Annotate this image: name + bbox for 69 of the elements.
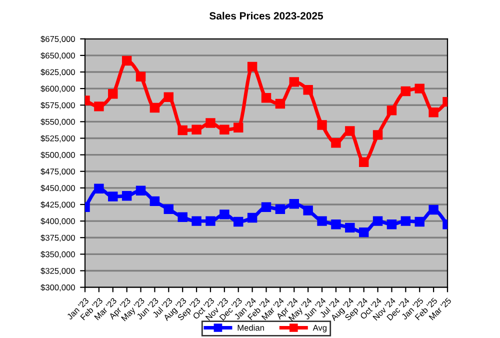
point bbox=[414, 216, 424, 227]
point bbox=[178, 212, 188, 222]
point bbox=[192, 216, 202, 226]
y-tick-label: $500,000 bbox=[40, 152, 75, 159]
y-tick-label: $475,000 bbox=[40, 168, 75, 176]
point bbox=[178, 125, 188, 136]
point bbox=[94, 102, 104, 112]
y-tick-label: $350,000 bbox=[40, 251, 75, 258]
point bbox=[122, 191, 132, 201]
point bbox=[206, 118, 216, 128]
point bbox=[358, 157, 369, 167]
point bbox=[164, 92, 174, 102]
point bbox=[303, 85, 313, 95]
y-tick-label: $400,000 bbox=[40, 218, 75, 226]
point bbox=[372, 216, 383, 226]
y-tick-label: $650,000 bbox=[40, 52, 75, 60]
y-tick-label: $425,000 bbox=[40, 201, 75, 209]
point bbox=[192, 124, 202, 134]
point bbox=[428, 108, 438, 118]
point bbox=[400, 216, 411, 226]
point bbox=[247, 212, 258, 223]
point bbox=[136, 72, 146, 82]
legend-label: Median bbox=[238, 324, 264, 331]
point bbox=[428, 204, 438, 215]
legend-label: Avg bbox=[312, 324, 326, 332]
point bbox=[220, 124, 230, 134]
point bbox=[108, 192, 118, 202]
point bbox=[331, 220, 341, 230]
point bbox=[414, 84, 424, 94]
point bbox=[303, 206, 313, 216]
point bbox=[275, 98, 286, 109]
point bbox=[386, 106, 397, 116]
point bbox=[136, 186, 146, 196]
point bbox=[289, 77, 299, 87]
point bbox=[331, 138, 341, 148]
chart-title: Sales Prices 2023-2025 bbox=[210, 12, 324, 20]
y-tick-label: $550,000 bbox=[40, 118, 75, 126]
point bbox=[234, 216, 244, 227]
y-tick-label: $325,000 bbox=[40, 268, 75, 275]
y-tick-label: $675,000 bbox=[40, 36, 75, 43]
point bbox=[234, 122, 244, 133]
y-tick-label: $625,000 bbox=[40, 68, 75, 76]
y-tick-label: $600,000 bbox=[40, 85, 75, 93]
point bbox=[289, 198, 299, 209]
point bbox=[400, 86, 411, 96]
point bbox=[345, 126, 355, 136]
y-tick-label: $300,000 bbox=[40, 284, 75, 292]
point bbox=[345, 222, 355, 233]
point bbox=[317, 216, 327, 226]
point bbox=[206, 216, 216, 226]
point bbox=[150, 102, 160, 113]
point bbox=[247, 62, 258, 72]
point bbox=[150, 196, 160, 206]
y-tick-label: $525,000 bbox=[40, 135, 75, 142]
point bbox=[386, 220, 397, 230]
y-tick-label: $575,000 bbox=[40, 102, 75, 110]
point bbox=[164, 204, 174, 214]
point bbox=[275, 204, 286, 214]
point bbox=[94, 184, 104, 194]
point bbox=[358, 227, 369, 238]
y-tick-label: $375,000 bbox=[40, 234, 75, 242]
point bbox=[220, 210, 230, 220]
point bbox=[261, 202, 272, 212]
point bbox=[108, 88, 118, 99]
point bbox=[372, 130, 383, 140]
point bbox=[317, 120, 327, 130]
point bbox=[122, 56, 132, 66]
point bbox=[261, 92, 272, 103]
y-tick-label: $450,000 bbox=[40, 184, 75, 192]
